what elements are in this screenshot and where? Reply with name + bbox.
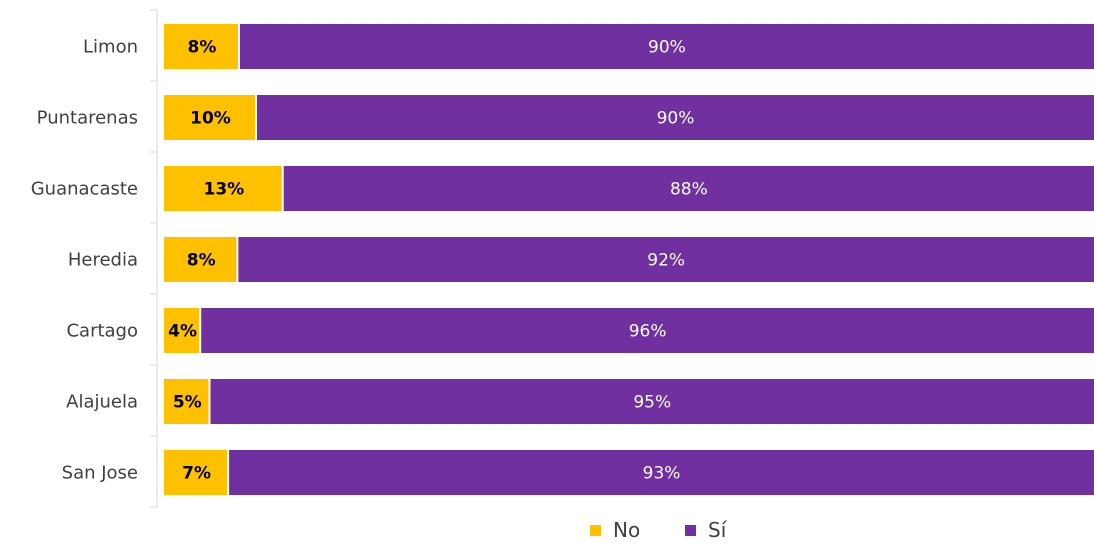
legend-label-no: No <box>613 518 640 542</box>
data-label-si-puntarenas: 90% <box>657 109 695 129</box>
category-label-alajuela: Alajuela <box>66 392 138 413</box>
bar-no-alajuela <box>164 379 209 424</box>
data-label-no-puntarenas: 10% <box>190 109 231 129</box>
data-label-no-limon: 8% <box>188 38 217 58</box>
bar-si-cartago <box>201 308 1094 353</box>
bar-no-san-jose <box>164 450 228 495</box>
bar-si-puntarenas <box>257 95 1094 140</box>
data-label-si-alajuela: 95% <box>633 393 671 413</box>
legend-label-si: Sí <box>708 518 728 542</box>
bar-no-puntarenas <box>164 95 255 140</box>
data-label-si-guanacaste: 88% <box>670 180 708 200</box>
legend-swatch-no <box>590 525 601 536</box>
bar-no-heredia <box>164 237 237 282</box>
legend: No Sí <box>590 518 728 542</box>
data-label-si-limon: 90% <box>648 38 686 58</box>
data-label-no-heredia: 8% <box>187 251 216 271</box>
bar-no-limon <box>164 24 238 69</box>
data-label-si-heredia: 92% <box>647 251 685 271</box>
category-label-guanacaste: Guanacaste <box>31 179 138 200</box>
category-label-limon: Limon <box>83 37 138 58</box>
data-label-no-cartago: 4% <box>168 322 197 342</box>
bar-si-guanacaste <box>283 166 1094 211</box>
legend-swatch-si <box>685 525 696 536</box>
bar-no-guanacaste <box>164 166 282 211</box>
category-label-san-jose: San Jose <box>62 463 138 484</box>
plot-area: Limon 8% 90% Puntarenas 10% 90% Guanacaste 13% 8… <box>31 24 1094 495</box>
bar-no-cartago <box>164 308 200 353</box>
bar-si-san-jose <box>229 450 1094 495</box>
bar-si-limon <box>239 24 1094 69</box>
data-label-no-san-jose: 7% <box>182 464 211 484</box>
data-label-no-guanacaste: 13% <box>203 180 244 200</box>
category-label-cartago: Cartago <box>66 321 138 342</box>
bar-si-heredia <box>238 237 1094 282</box>
data-label-si-cartago: 96% <box>629 322 667 342</box>
bar-si-alajuela <box>210 379 1094 424</box>
data-label-no-alajuela: 5% <box>173 393 202 413</box>
category-label-puntarenas: Puntarenas <box>37 108 138 129</box>
y-axis-ticks <box>150 9 157 508</box>
category-label-heredia: Heredia <box>68 250 138 271</box>
data-label-si-san-jose: 93% <box>643 464 681 484</box>
